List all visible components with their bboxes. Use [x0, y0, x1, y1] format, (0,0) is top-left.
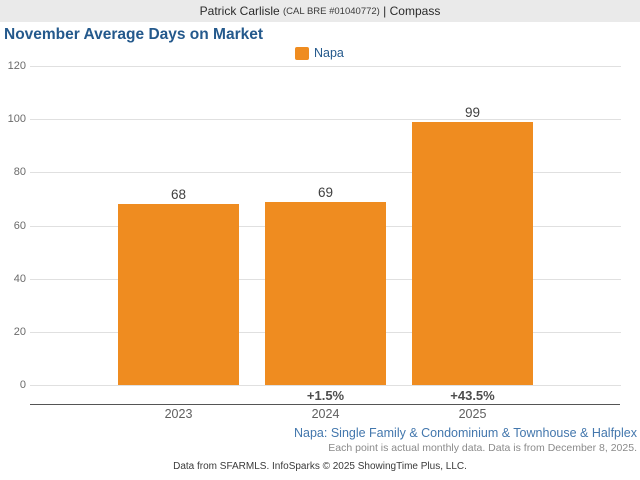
y-axis-tick-label: 20 — [13, 325, 26, 338]
y-axis-tick-label: 60 — [13, 219, 26, 232]
gridline-y120 — [30, 66, 621, 67]
gridline-y80 — [30, 172, 621, 174]
x-axis-tick-label-2024: 2024 — [311, 407, 340, 421]
change-label-2024: +1.5% — [306, 388, 345, 403]
y-axis-tick-label: 40 — [13, 272, 26, 285]
x-axis-tick-label-2025: 2025 — [458, 407, 487, 421]
y-axis-tick-label: 100 — [7, 113, 26, 126]
y-axis-tick-label: 120 — [7, 60, 26, 72]
header-agent-name: Patrick Carlisle — [199, 4, 280, 18]
legend-swatch-icon — [295, 46, 309, 60]
data-note: Each point is actual monthly data. Data … — [328, 442, 637, 454]
legend-label: Napa — [314, 46, 344, 60]
source-attribution: Data from SFARMLS. InfoSparks © 2025 Sho… — [173, 461, 467, 472]
gridline-y0 — [30, 385, 621, 386]
x-axis-tick-label-2023: 2023 — [164, 407, 193, 421]
gridline-y100 — [30, 119, 621, 121]
page-title: November Average Days on Market — [4, 26, 264, 43]
header-separator: | — [379, 4, 390, 18]
header-bar: Patrick Carlisle (CAL BRE #01040772) | C… — [0, 0, 640, 22]
bar-value-label: 68 — [170, 187, 187, 203]
segment-note: Napa: Single Family & Condominium & Town… — [294, 426, 637, 440]
bar-value-label: 99 — [464, 104, 481, 120]
bar-2023 — [118, 204, 239, 385]
y-axis-tick-label: 80 — [13, 166, 26, 179]
header-license: (CAL BRE #01040772) — [283, 5, 380, 17]
bar-2025 — [412, 121, 533, 385]
bar-value-label: 69 — [317, 184, 334, 200]
change-label-2025: +43.5% — [450, 388, 495, 403]
y-axis-tick-label: 0 — [19, 379, 26, 391]
bar-2024 — [265, 201, 386, 385]
x-axis-line — [30, 404, 620, 405]
header-brokerage: Compass — [389, 4, 441, 18]
chart-legend: Napa — [295, 46, 344, 60]
